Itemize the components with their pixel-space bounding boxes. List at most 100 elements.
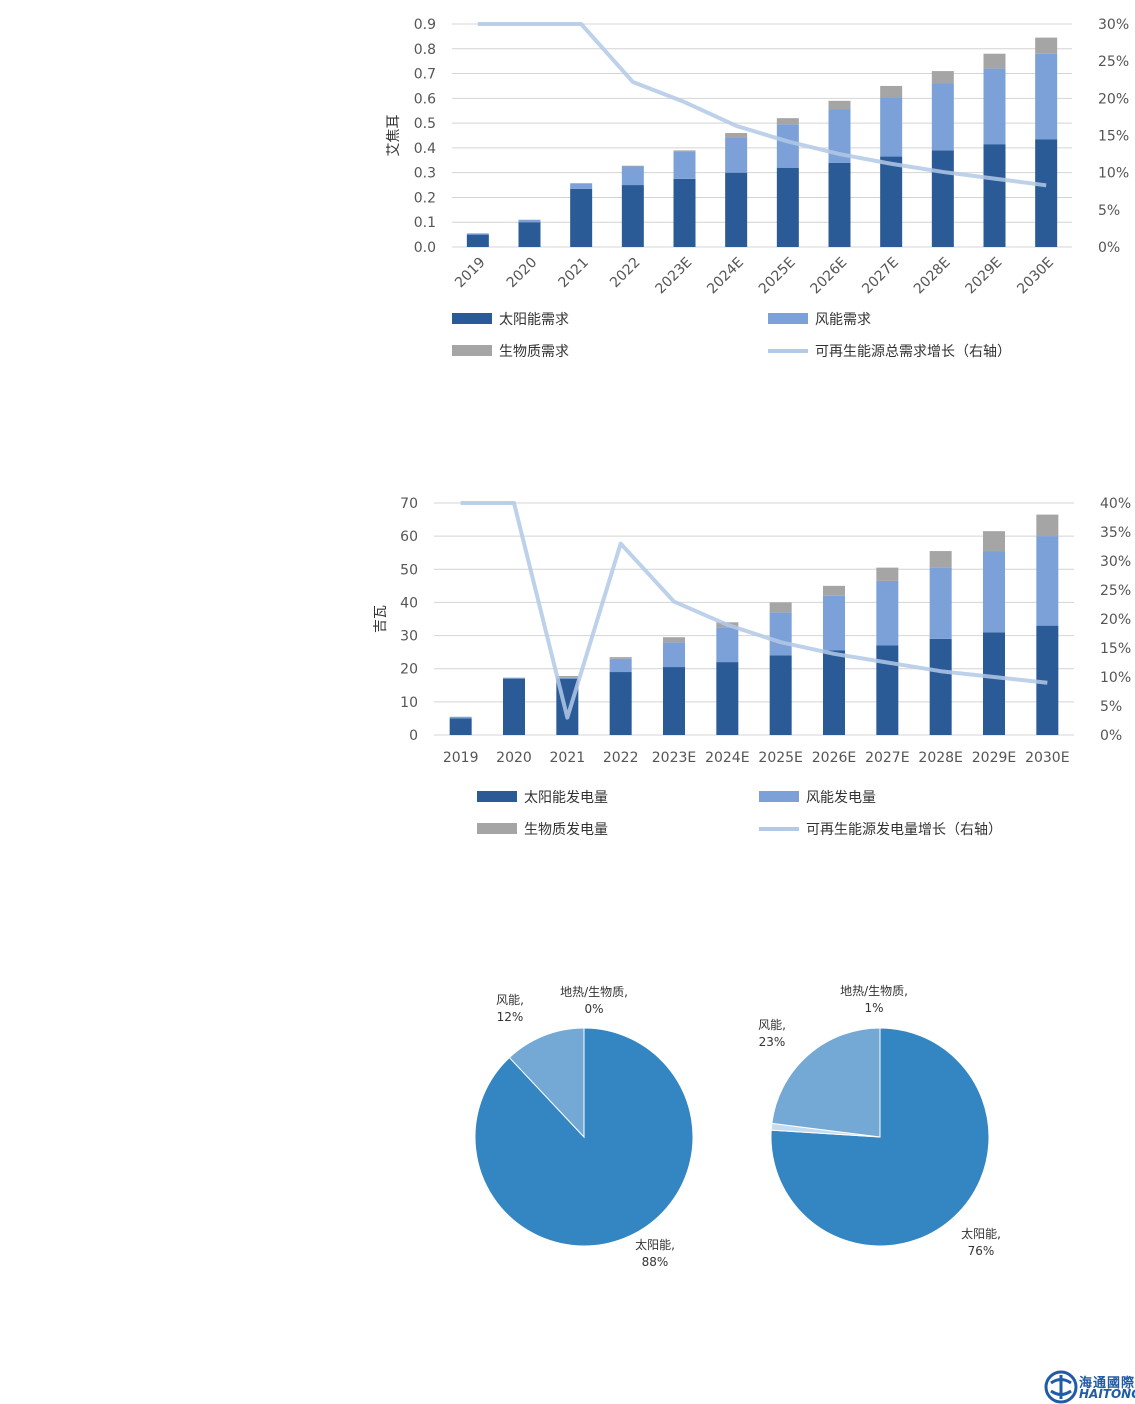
y-tick-label: 0.1 — [414, 215, 436, 231]
x-tick-label: 2028E — [911, 255, 954, 298]
x-tick-label: 2027E — [865, 750, 909, 766]
x-tick-label: 2021 — [550, 750, 586, 766]
bar-segment — [776, 118, 799, 125]
bar-segment — [769, 655, 792, 735]
x-tick-label: 2026E — [808, 255, 851, 298]
legend-swatch — [477, 823, 517, 834]
bar-segment — [716, 627, 739, 663]
y2-tick-label: 15% — [1100, 641, 1131, 657]
legend-label: 风能发电量 — [806, 790, 876, 806]
x-tick-label: 2025E — [758, 750, 802, 766]
bar-segment — [1036, 514, 1059, 537]
y-tick-label: 0.6 — [414, 91, 436, 107]
bar-segment — [725, 137, 748, 173]
bar-segment — [1035, 53, 1058, 140]
bar-segment — [828, 162, 851, 247]
bar-segment — [609, 658, 632, 673]
bar-segment — [823, 595, 845, 651]
pie-slice-label: 风能, — [758, 1018, 786, 1032]
bar-segment — [621, 165, 644, 167]
y-tick-label: 0.3 — [414, 166, 436, 182]
legend-swatch — [477, 791, 517, 802]
x-tick-label: 2029E — [972, 750, 1016, 766]
bar-segment — [673, 178, 696, 247]
x-tick-label: 2023E — [653, 255, 696, 298]
bar-segment — [466, 234, 489, 247]
bar-segment — [1036, 625, 1059, 735]
bar-segment — [673, 151, 696, 179]
pie-slice-label: 地热/生物质, — [840, 984, 908, 998]
pie-slice-percent: 23% — [759, 1035, 786, 1049]
legend-swatch — [452, 345, 492, 356]
bar-segment — [823, 585, 845, 596]
y2-tick-label: 5% — [1100, 699, 1122, 715]
bar-segment — [876, 567, 899, 581]
bar-segment — [931, 83, 954, 151]
x-tick-label: 2023E — [652, 750, 696, 766]
growth-line — [460, 501, 1048, 720]
bar-segment — [716, 662, 739, 735]
bar-segment — [518, 219, 541, 223]
bar-segment — [663, 642, 685, 668]
legend-label: 可再生能源发电量增长（右轴） — [806, 822, 1002, 838]
pie-slice-label: 太阳能, — [961, 1226, 1001, 1241]
bar-segment — [609, 672, 632, 735]
y-tick-label: 0.5 — [414, 116, 436, 132]
brand-name-cn: 海通國際 — [1079, 1376, 1135, 1391]
bar-segment — [570, 183, 593, 184]
bar-segment — [880, 156, 903, 247]
bar-segment — [828, 100, 851, 110]
y-axis-label: 吉瓦 — [373, 605, 389, 633]
x-tick-label: 2020 — [496, 750, 532, 766]
pie-slice-label: 地热/生物质, — [560, 985, 628, 999]
bar-segment — [983, 632, 1005, 735]
y2-tick-label: 0% — [1100, 728, 1122, 744]
bar-segment — [983, 531, 1005, 552]
legend-label: 太阳能发电量 — [524, 790, 608, 806]
x-tick-label: 2029E — [963, 255, 1006, 298]
y2-tick-label: 5% — [1098, 203, 1120, 219]
y-tick-label: 0.9 — [414, 17, 436, 33]
bar-segment — [776, 167, 799, 247]
y2-tick-label: 15% — [1098, 129, 1129, 145]
x-tick-label: 2028E — [918, 750, 962, 766]
bar-segment — [823, 650, 845, 735]
y2-tick-label: 0% — [1098, 240, 1120, 256]
bar-segment — [663, 637, 685, 643]
bar-segment — [880, 97, 903, 157]
y2-tick-label: 35% — [1100, 525, 1131, 541]
x-tick-label: 2030E — [1025, 750, 1069, 766]
pie-chart-1: 太阳能, 88% 地热/生物质, 0% 风能, 12% — [474, 985, 694, 1269]
y2-tick-label: 20% — [1100, 612, 1131, 628]
legend-label: 可再生能源总需求增长（右轴） — [815, 344, 1011, 360]
pie-slice-label: 风能, — [496, 993, 524, 1007]
chart-2: 0 10 20 30 40 50 60 70 0% 5% 10% 15% 20% 25% 30% 35% 40%… — [373, 496, 1131, 838]
bar-segment — [466, 233, 489, 235]
y-tick-label: 50 — [400, 562, 418, 578]
y2-tick-label: 25% — [1098, 54, 1129, 70]
bar-segment — [449, 716, 472, 719]
y-tick-label: 0.7 — [414, 67, 436, 83]
y-tick-label: 40 — [400, 595, 418, 611]
x-tick-label: 2024E — [705, 750, 749, 766]
y-tick-label: 0.4 — [414, 141, 436, 157]
bar-segment — [570, 183, 593, 189]
x-tick-label: 2019 — [452, 255, 489, 292]
x-tick-label: 2025E — [756, 255, 799, 298]
bar-segment — [663, 667, 685, 735]
bar-segment — [503, 678, 525, 735]
brand-name-en: HAITONG — [1079, 1387, 1135, 1401]
legend-label: 生物质需求 — [499, 344, 569, 360]
x-tick-label: 2024E — [704, 255, 747, 298]
x-tick-label: 2019 — [443, 750, 479, 766]
bar-segment — [929, 551, 952, 568]
bar-segment — [503, 677, 525, 679]
legend-swatch — [768, 313, 808, 324]
y2-tick-label: 20% — [1098, 91, 1129, 107]
bar-segment — [609, 657, 632, 659]
bar-segment — [876, 645, 899, 735]
pie-slice-percent: 0% — [584, 1002, 603, 1016]
bar-segment — [828, 109, 851, 163]
bar-segment — [876, 580, 899, 646]
legend-label: 生物质发电量 — [524, 822, 608, 838]
